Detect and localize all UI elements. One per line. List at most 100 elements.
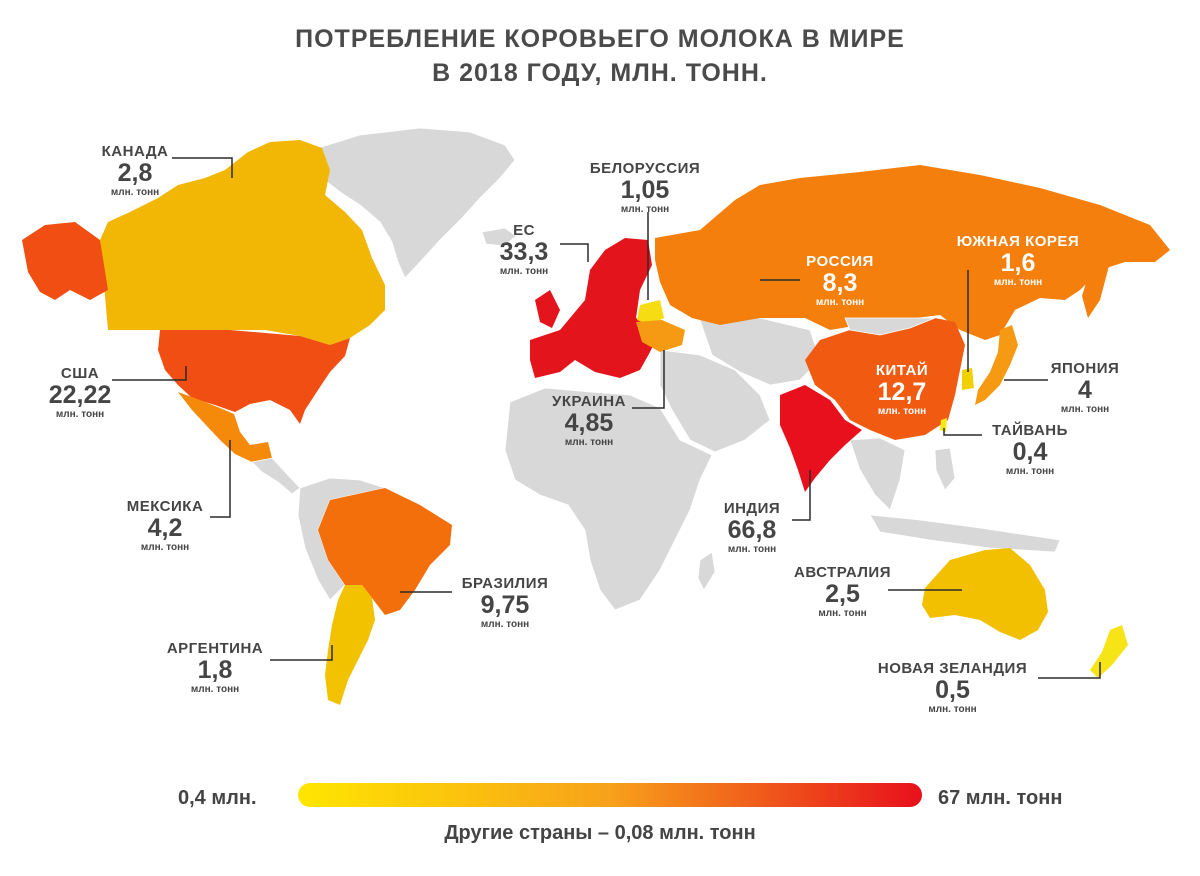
label-argentina: АРГЕНТИНА 1,8 млн. тонн xyxy=(160,640,270,695)
country-shape-argentina xyxy=(325,585,375,705)
country-shape-russia xyxy=(655,165,1170,340)
china-unit: млн. тонн xyxy=(877,406,927,417)
eu-name: ЕС xyxy=(513,222,535,239)
russia-name: РОССИЯ xyxy=(806,253,874,270)
leader-argentina xyxy=(270,645,333,661)
iceland xyxy=(481,227,517,247)
label-belarus: БЕЛОРУССИЯ 1,05 млн. тонн xyxy=(580,160,710,215)
country-shape-usa xyxy=(158,330,350,424)
new-zealand-name: НОВАЯ ЗЕЛАНДИЯ xyxy=(877,660,1028,677)
country-shape-mexico xyxy=(178,392,272,462)
argentina-value: 1,8 xyxy=(197,656,233,684)
central-asia xyxy=(699,317,821,386)
label-ukraine: УКРАИНА 4,85 млн. тонн xyxy=(545,393,633,448)
india-value: 66,8 xyxy=(727,516,777,544)
country-shape-australia xyxy=(922,548,1048,640)
country-shape-south-korea xyxy=(962,368,974,390)
usa-unit: млн. тонн xyxy=(55,409,105,420)
label-japan: ЯПОНИЯ 4 млн. тонн xyxy=(1045,360,1125,415)
mexico-unit: млн. тонн xyxy=(140,542,190,553)
belarus-name: БЕЛОРУССИЯ xyxy=(589,160,701,177)
leader-lines xyxy=(112,157,1101,679)
kamchatka xyxy=(1082,262,1110,318)
india-name: ИНДИЯ xyxy=(723,500,781,517)
country-shape-canada xyxy=(100,140,385,345)
map-title: ПОТРЕБЛЕНИЕ КОРОВЬЕГО МОЛОКА В МИРЕ В 20… xyxy=(0,22,1200,90)
brazil-unit: млн. тонн xyxy=(480,619,530,630)
label-taiwan: ТАЙВАНЬ 0,4 млн. тонн xyxy=(985,422,1075,477)
central-america xyxy=(251,457,301,495)
label-india: ИНДИЯ 66,8 млн. тонн xyxy=(712,500,792,555)
mexico-value: 4,2 xyxy=(147,514,183,542)
title-line-1: ПОТРЕБЛЕНИЕ КОРОВЬЕГО МОЛОКА В МИРЕ xyxy=(295,25,905,53)
label-eu: ЕС 33,3 млн. тонн xyxy=(488,222,560,277)
ukraine-unit: млн. тонн xyxy=(564,437,614,448)
leader-eu xyxy=(560,243,589,262)
philippines xyxy=(934,447,956,491)
new-zealand-value: 0,5 xyxy=(935,676,970,704)
taiwan-value: 0,4 xyxy=(1012,438,1048,466)
leader-taiwan xyxy=(943,428,982,436)
russia-unit: млн. тонн xyxy=(815,297,865,308)
south-korea-name: ЮЖНАЯ КОРЕЯ xyxy=(956,233,1080,250)
label-mexico: МЕКСИКА 4,2 млн. тонн xyxy=(120,498,210,553)
usa-value: 22,22 xyxy=(48,381,112,409)
greenland xyxy=(311,127,516,279)
brazil-value: 9,75 xyxy=(480,591,530,619)
australia-unit: млн. тонн xyxy=(818,608,867,619)
ukraine-name: УКРАИНА xyxy=(552,393,626,410)
china-name: КИТАЙ xyxy=(875,362,929,379)
country-shape-ukraine xyxy=(636,320,685,352)
indonesia xyxy=(869,514,1061,553)
russia-value: 8,3 xyxy=(822,269,858,297)
brazil-name: БРАЗИЛИЯ xyxy=(461,575,549,592)
leader-nz xyxy=(1038,662,1101,679)
country-shape-brazil xyxy=(318,488,452,615)
mongolia xyxy=(844,317,936,336)
country-shape-japan xyxy=(975,325,1018,405)
australia-value: 2,5 xyxy=(825,580,860,608)
leader-canada xyxy=(172,157,233,178)
country-shape-india xyxy=(780,385,862,492)
country-shape-new-zealand xyxy=(1090,625,1128,678)
alaska xyxy=(22,222,108,300)
legend-gradient-bar xyxy=(298,783,922,807)
argentina-name: АРГЕНТИНА xyxy=(166,640,264,657)
canada-value: 2,8 xyxy=(117,159,153,187)
canada-unit: млн. тонн xyxy=(110,187,160,198)
africa xyxy=(504,387,713,611)
taiwan-name: ТАЙВАНЬ xyxy=(992,422,1068,439)
southeast-asia xyxy=(849,437,906,511)
canada-name: КАНАДА xyxy=(101,143,169,160)
usa-name: США xyxy=(60,365,100,382)
legend-min-label: 0,4 млн. xyxy=(178,787,257,809)
label-usa: США 22,22 млн. тонн xyxy=(40,365,120,420)
belarus-unit: млн. тонн xyxy=(620,204,670,215)
leader-usa xyxy=(112,366,187,381)
country-shape-china xyxy=(805,318,965,440)
new-zealand-unit: млн. тонн xyxy=(928,704,977,715)
label-china: КИТАЙ 12,7 млн. тонн xyxy=(862,362,942,417)
label-brazil: БРАЗИЛИЯ 9,75 млн. тонн xyxy=(455,575,555,630)
madagascar xyxy=(697,551,716,591)
japan-name: ЯПОНИЯ xyxy=(1050,360,1120,377)
mexico-name: МЕКСИКА xyxy=(126,498,204,515)
china-value: 12,7 xyxy=(877,378,927,406)
leader-mexico xyxy=(210,440,231,518)
japan-unit: млн. тонн xyxy=(1060,404,1110,415)
south-korea-value: 1,6 xyxy=(1000,249,1036,277)
japan-value: 4 xyxy=(1078,376,1092,404)
eu-value: 33,3 xyxy=(499,238,549,266)
legend-other-countries-note: Другие страны – 0,08 млн. тонн xyxy=(444,822,756,844)
leader-india xyxy=(792,470,811,521)
title-line-2: В 2018 ГОДУ, МЛН. ТОНН. xyxy=(432,59,768,87)
country-shape-belarus xyxy=(637,300,664,325)
leader-ukraine xyxy=(632,350,665,409)
label-south-korea: ЮЖНАЯ КОРЕЯ 1,6 млн. тонн xyxy=(948,233,1088,288)
middle-east xyxy=(659,349,771,453)
label-new-zealand: НОВАЯ ЗЕЛАНДИЯ 0,5 млн. тонн xyxy=(870,660,1035,715)
south-korea-unit: млн. тонн xyxy=(993,277,1043,288)
ukraine-value: 4,85 xyxy=(564,409,614,437)
india-unit: млн. тонн xyxy=(727,544,777,555)
